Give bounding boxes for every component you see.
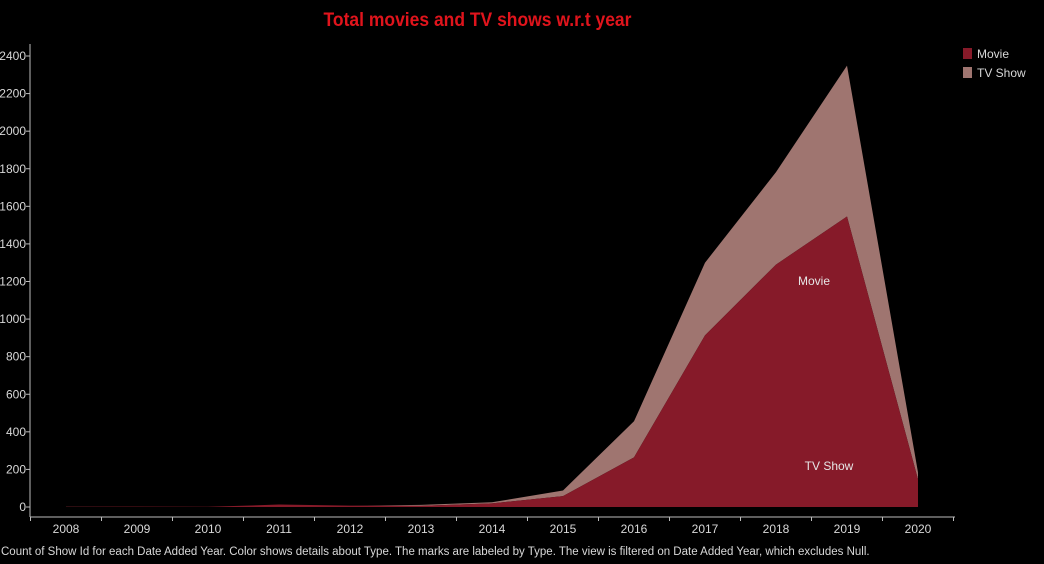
area-series-group bbox=[66, 65, 918, 507]
x-tick-label: 2017 bbox=[692, 522, 719, 536]
mark-label-movie: Movie bbox=[798, 274, 830, 288]
y-tick-label: 200 bbox=[6, 462, 26, 476]
x-tick-label: 2009 bbox=[124, 522, 151, 536]
x-tick-label: 2014 bbox=[479, 522, 506, 536]
y-tick-label: 400 bbox=[6, 425, 26, 439]
x-tick-label: 2010 bbox=[195, 522, 222, 536]
y-tick-label: 2200 bbox=[0, 87, 26, 101]
legend-swatch-tv-show[interactable] bbox=[963, 67, 972, 78]
y-tick-label: 1400 bbox=[0, 237, 26, 251]
x-tick-label: 2018 bbox=[763, 522, 790, 536]
y-tick-label: 800 bbox=[6, 350, 26, 364]
x-tick-label: 2020 bbox=[905, 522, 932, 536]
x-tick-label: 2008 bbox=[53, 522, 80, 536]
x-axis-ticks: 2008 2009 2010 2011 2012 2013 2014 2015 2016 2017… bbox=[30, 517, 954, 536]
legend[interactable]: Movie TV Show bbox=[963, 47, 1026, 80]
axes-group bbox=[29, 44, 955, 518]
y-tick-label: 2000 bbox=[0, 124, 26, 138]
y-tick-label: 1600 bbox=[0, 199, 26, 213]
y-tick-label: 2400 bbox=[0, 49, 26, 63]
x-tick-label: 2013 bbox=[408, 522, 435, 536]
y-tick-label: 1200 bbox=[0, 275, 26, 289]
x-tick-label: 2015 bbox=[550, 522, 577, 536]
y-tick-label: 1000 bbox=[0, 312, 26, 326]
mark-label-tv-show: TV Show bbox=[805, 459, 854, 473]
x-tick-label: 2012 bbox=[337, 522, 364, 536]
legend-label-tv-show[interactable]: TV Show bbox=[977, 66, 1026, 80]
x-tick-label: 2011 bbox=[266, 522, 292, 536]
x-tick-label: 2016 bbox=[621, 522, 648, 536]
area-tv-show[interactable] bbox=[66, 65, 918, 507]
area-movie[interactable] bbox=[66, 216, 918, 507]
legend-swatch-movie[interactable] bbox=[963, 48, 972, 59]
chart-caption: Count of Show Id for each Date Added Yea… bbox=[1, 546, 870, 558]
chart-title: Total movies and TV shows w.r.t year bbox=[323, 10, 632, 31]
y-tick-label: 1800 bbox=[0, 162, 26, 176]
y-tick-label: 0 bbox=[19, 500, 26, 514]
x-tick-label: 2019 bbox=[834, 522, 861, 536]
mark-labels: Movie TV Show bbox=[798, 274, 854, 473]
y-axis-ticks: 0 200 400 600 800 1000 1200 1400 1600 1800 2000 220… bbox=[0, 49, 30, 514]
y-tick-label: 600 bbox=[6, 387, 26, 401]
legend-label-movie[interactable]: Movie bbox=[977, 47, 1009, 61]
